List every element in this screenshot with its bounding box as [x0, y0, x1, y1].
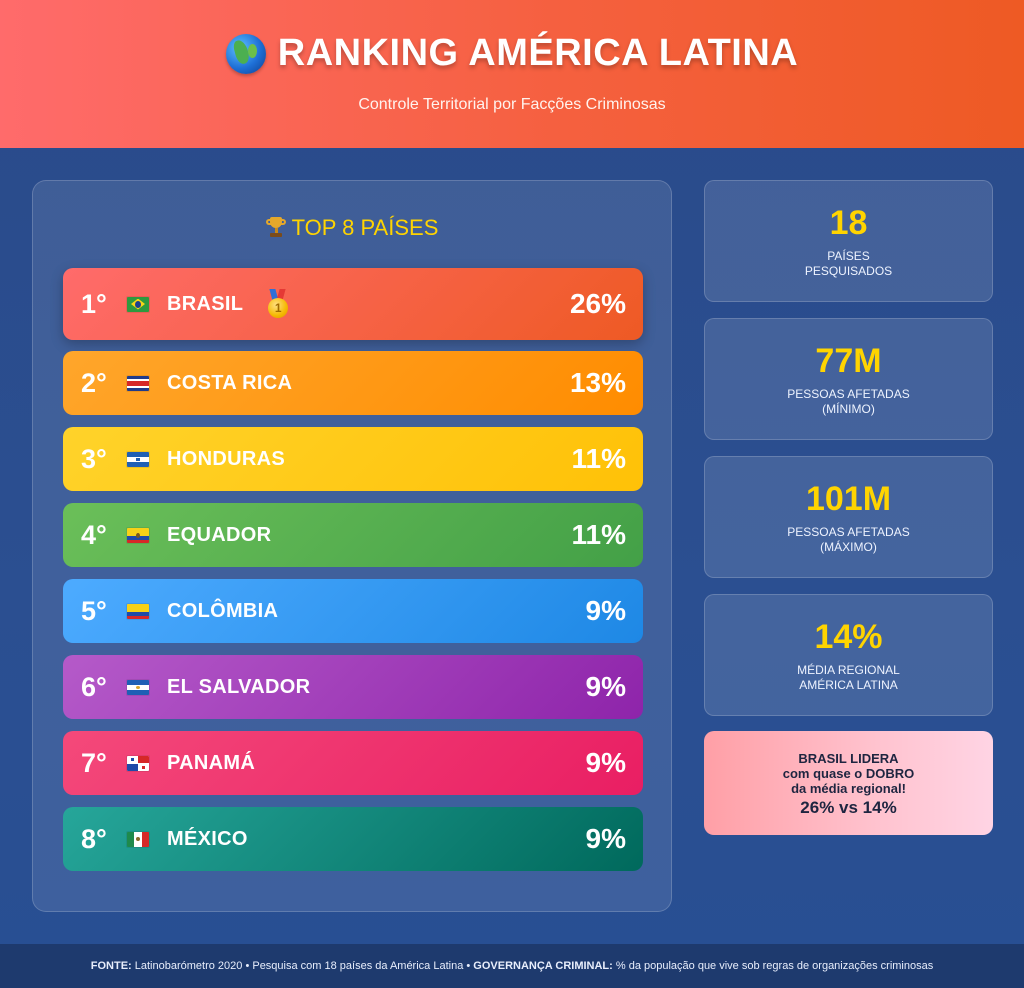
ranking-row: 1° BRASIL 1 26% [63, 268, 643, 340]
title-row: RANKING AMÉRICA LATINA [0, 32, 1024, 75]
highlight-text: BRASIL LIDERA com quase o DOBRO da média… [782, 751, 915, 796]
stat-label: PESSOAS AFETADAS (MÁXIMO) [787, 525, 910, 554]
rank-number: 5° [81, 595, 107, 626]
colombia-flag-icon [127, 603, 149, 619]
stat-value: 18 [829, 204, 868, 242]
brazil-flag-icon [127, 296, 149, 312]
rank-number: 1° [81, 288, 107, 319]
rank-number: 7° [81, 747, 107, 778]
ranking-panel: TOP 8 PAÍSES 1° BRASIL 1 26% 2° COSTA RI… [32, 180, 672, 912]
stat-value: 14% [814, 618, 883, 656]
stat-value: 101M [805, 480, 892, 518]
country-name: EQUADOR [167, 523, 272, 546]
country-percent: 9% [585, 823, 626, 854]
globe-americas-icon [225, 33, 266, 74]
ranking-row: 3° HONDURAS 11% [63, 427, 643, 491]
country-name: HONDURAS [167, 447, 285, 470]
gold-medal-icon: 1 [267, 289, 289, 319]
country-name: BRASIL [167, 292, 244, 315]
stat-card: 18 PAÍSES PESQUISADOS [704, 180, 993, 302]
rank-number: 4° [81, 519, 107, 550]
ranking-row: 4° EQUADOR 11% [63, 503, 643, 567]
country-name: COSTA RICA [167, 371, 293, 394]
rank-number: 3° [81, 443, 107, 474]
country-percent: 26% [569, 288, 626, 319]
rank-number: 8° [81, 823, 107, 854]
highlight-compare: 26% vs 14% [800, 798, 897, 817]
page-subtitle: Controle Territorial por Facções Crimino… [358, 96, 666, 113]
country-name: MÉXICO [167, 827, 248, 850]
country-percent: 9% [585, 671, 626, 702]
country-percent: 11% [571, 519, 627, 550]
ranking-title-text: TOP 8 PAÍSES [291, 215, 439, 240]
page-title: RANKING AMÉRICA LATINA [277, 32, 799, 74]
el-salvador-flag-icon [127, 679, 149, 695]
stat-label: MÉDIA REGIONAL AMÉRICA LATINA [797, 663, 900, 692]
stat-card: 14% MÉDIA REGIONAL AMÉRICA LATINA [704, 594, 993, 716]
footer-gov-text: % da população que vive sob regras de or… [612, 960, 934, 972]
stat-value: 77M [815, 342, 882, 380]
mexico-flag-icon [127, 831, 149, 847]
ecuador-flag-icon [127, 527, 149, 543]
country-percent: 13% [569, 367, 626, 398]
ranking-row: 6° EL SALVADOR 9% [63, 655, 643, 719]
stat-label: PESSOAS AFETADAS (MÍNIMO) [787, 387, 910, 416]
country-percent: 9% [585, 595, 626, 626]
country-percent: 11% [571, 443, 627, 474]
rank-number: 6° [81, 671, 107, 702]
stat-card: 101M PESSOAS AFETADAS (MÁXIMO) [704, 456, 993, 578]
country-name: PANAMÁ [167, 751, 256, 774]
footer: FONTE: Latinobarómetro 2020 • Pesquisa c… [0, 944, 1024, 988]
ranking-row: 7° PANAMÁ 9% [63, 731, 643, 795]
country-percent: 9% [585, 747, 626, 778]
highlight-card: BRASIL LIDERA com quase o DOBRO da média… [704, 731, 993, 835]
honduras-flag-icon [127, 451, 149, 467]
panama-flag-icon [127, 755, 149, 771]
footer-source-label: FONTE: [90, 960, 132, 972]
ranking-title: TOP 8 PAÍSES [33, 215, 671, 241]
ranking-row: 8° MÉXICO 9% [63, 807, 643, 871]
country-name: COLÔMBIA [167, 599, 279, 622]
header: RANKING AMÉRICA LATINA Controle Territor… [0, 0, 1024, 148]
stat-label: PAÍSES PESQUISADOS [804, 249, 893, 278]
footer-gov-label: GOVERNANÇA CRIMINAL: [473, 960, 613, 972]
ranking-row: 2° COSTA RICA 13% [63, 351, 643, 415]
costa-rica-flag-icon [127, 375, 149, 391]
rank-number: 2° [81, 367, 107, 398]
trophy-icon [265, 216, 286, 238]
ranking-row: 5° COLÔMBIA 9% [63, 579, 643, 643]
country-name: EL SALVADOR [167, 675, 311, 698]
stat-card: 77M PESSOAS AFETADAS (MÍNIMO) [704, 318, 993, 440]
footer-source-text: Latinobarómetro 2020 • Pesquisa com 18 p… [131, 960, 474, 972]
